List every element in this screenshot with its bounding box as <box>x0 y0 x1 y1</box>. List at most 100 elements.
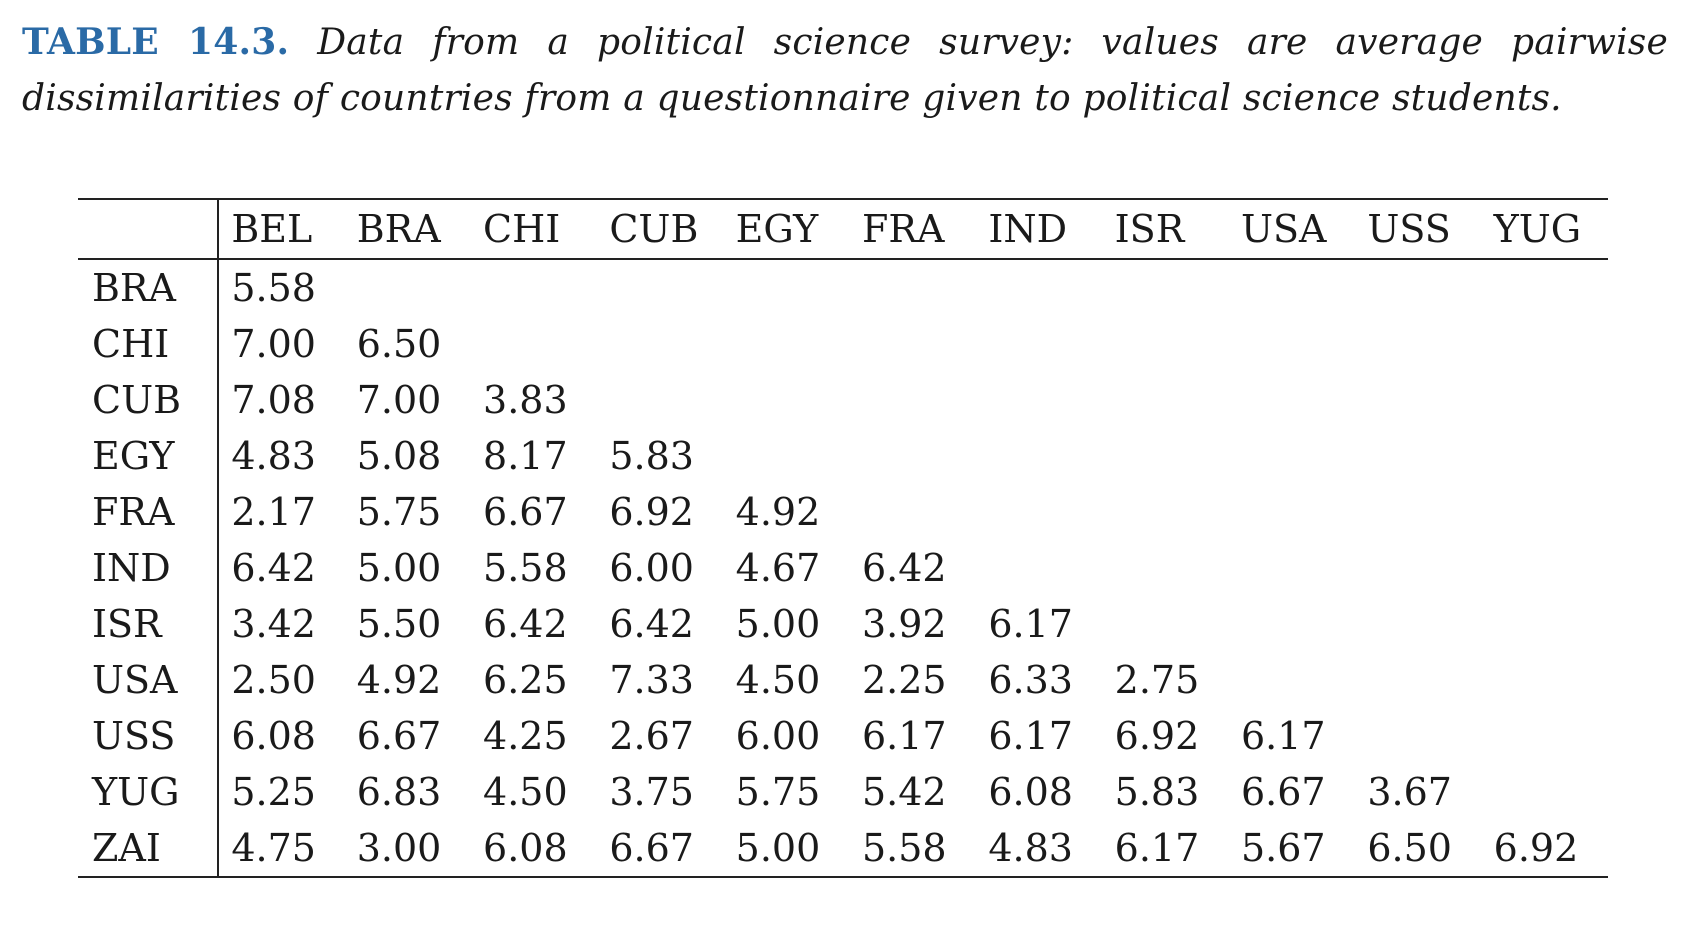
table-body: BRA 5.58 CHI 7.00 6.50 CUB 7.08 7.00 3.83 EGY 4.83… <box>78 259 1608 877</box>
table-cell: 6.67 <box>483 490 568 534</box>
table-cell: 6.00 <box>609 546 694 590</box>
empty-cell <box>1103 596 1229 652</box>
table-cell: 5.58 <box>483 546 568 590</box>
caption-label: TABLE 14.3. <box>22 21 290 63</box>
table-cell: 3.83 <box>483 378 568 422</box>
empty-cell <box>1103 484 1229 540</box>
table-row: ZAI 4.75 3.00 6.08 6.67 5.00 5.58 4.83 6.17 5.67 6… <box>78 820 1608 877</box>
table-cell: 5.00 <box>356 546 442 590</box>
column-header-cub: CUB <box>609 207 699 251</box>
table-row: BRA 5.58 <box>78 259 1608 316</box>
table-cell: 5.50 <box>356 602 442 646</box>
empty-cell <box>850 316 976 372</box>
table-cell: 2.67 <box>609 714 694 758</box>
row-header-cub: CUB <box>78 372 220 428</box>
table-cell: 5.00 <box>735 602 821 646</box>
table-cell: 6.17 <box>988 602 1073 646</box>
empty-cell <box>1229 372 1355 428</box>
caption-text: Data from a political science survey: va… <box>22 22 1668 119</box>
table-cell: 5.00 <box>735 826 821 870</box>
empty-cell <box>597 259 723 316</box>
table-cell: 4.50 <box>735 658 821 702</box>
table-cell: 5.08 <box>356 434 442 478</box>
table-cell: 5.25 <box>231 770 316 814</box>
table-cell: 7.00 <box>231 322 316 366</box>
empty-cell <box>1355 652 1481 708</box>
table-cell: 6.83 <box>356 770 442 814</box>
empty-cell <box>976 484 1102 540</box>
empty-cell <box>597 316 723 372</box>
table-cell: 6.17 <box>862 714 947 758</box>
empty-cell <box>976 428 1102 484</box>
empty-cell <box>850 428 976 484</box>
empty-cell <box>976 259 1102 316</box>
table-cell: 4.25 <box>483 714 568 758</box>
table-cell: 6.42 <box>231 546 316 590</box>
table-cell: 6.92 <box>1114 714 1200 758</box>
row-header-usa: USA <box>78 652 220 708</box>
empty-cell <box>471 259 597 316</box>
table-row: USA 2.50 4.92 6.25 7.33 4.50 2.25 6.33 2.75 <box>78 652 1608 708</box>
row-header-isr: ISR <box>78 596 220 652</box>
row-header-ind: IND <box>78 540 220 596</box>
table-cell: 3.42 <box>231 602 316 646</box>
column-header-yug: YUG <box>1493 207 1582 251</box>
table-cell: 6.08 <box>483 826 568 870</box>
empty-cell <box>850 372 976 428</box>
table-cell: 6.67 <box>1240 770 1326 814</box>
empty-cell <box>850 484 976 540</box>
empty-cell <box>1355 484 1481 540</box>
column-header-bel: BEL <box>231 207 313 251</box>
table-cell: 6.17 <box>1240 714 1326 758</box>
table-cell: 5.67 <box>1240 826 1326 870</box>
empty-cell <box>1482 540 1608 596</box>
table-cell: 7.08 <box>231 378 316 422</box>
row-header-egy: EGY <box>78 428 220 484</box>
table-cell: 7.00 <box>356 378 442 422</box>
column-header-bra: BRA <box>356 207 441 251</box>
table-cell: 6.42 <box>483 602 568 646</box>
row-header-zai: ZAI <box>78 820 220 877</box>
empty-cell <box>976 540 1102 596</box>
table-caption: TABLE 14.3. Data from a political scienc… <box>22 14 1668 127</box>
empty-cell <box>1355 708 1481 764</box>
table-row: CHI 7.00 6.50 <box>78 316 1608 372</box>
table-cell: 2.17 <box>231 490 316 534</box>
empty-cell <box>1355 316 1481 372</box>
empty-cell <box>1482 484 1608 540</box>
empty-cell <box>1482 764 1608 820</box>
table-cell: 4.83 <box>231 434 316 478</box>
table-cell: 6.33 <box>988 658 1073 702</box>
empty-cell <box>471 316 597 372</box>
row-header-bra: BRA <box>78 259 220 316</box>
empty-cell <box>1482 428 1608 484</box>
column-header-chi: CHI <box>483 207 561 251</box>
table-cell: 6.92 <box>1493 826 1579 870</box>
empty-cell <box>1229 484 1355 540</box>
table-row: YUG 5.25 6.83 4.50 3.75 5.75 5.42 6.08 5.83 6.67 3… <box>78 764 1608 820</box>
table-cell: 4.75 <box>231 826 316 870</box>
empty-cell <box>1355 372 1481 428</box>
column-header-isr: ISR <box>1114 207 1185 251</box>
table-cell: 4.83 <box>988 826 1073 870</box>
table-cell: 6.08 <box>988 770 1073 814</box>
table-cell: 6.17 <box>1114 826 1200 870</box>
empty-cell <box>1103 540 1229 596</box>
table-cell: 5.83 <box>1114 770 1200 814</box>
table-cell: 6.50 <box>1367 826 1452 870</box>
empty-cell <box>1229 596 1355 652</box>
table-cell: 5.75 <box>735 770 821 814</box>
empty-cell <box>976 316 1102 372</box>
empty-cell <box>1482 372 1608 428</box>
table-cell: 6.67 <box>609 826 694 870</box>
table-cell: 3.00 <box>356 826 442 870</box>
empty-cell <box>1229 316 1355 372</box>
table-cell: 6.92 <box>609 490 694 534</box>
column-header-usa: USA <box>1240 207 1327 251</box>
table-cell: 3.92 <box>862 602 947 646</box>
table-cell: 6.25 <box>483 658 568 702</box>
table-cell: 5.83 <box>609 434 694 478</box>
empty-cell <box>976 372 1102 428</box>
empty-cell <box>597 372 723 428</box>
table-cell: 6.00 <box>735 714 821 758</box>
